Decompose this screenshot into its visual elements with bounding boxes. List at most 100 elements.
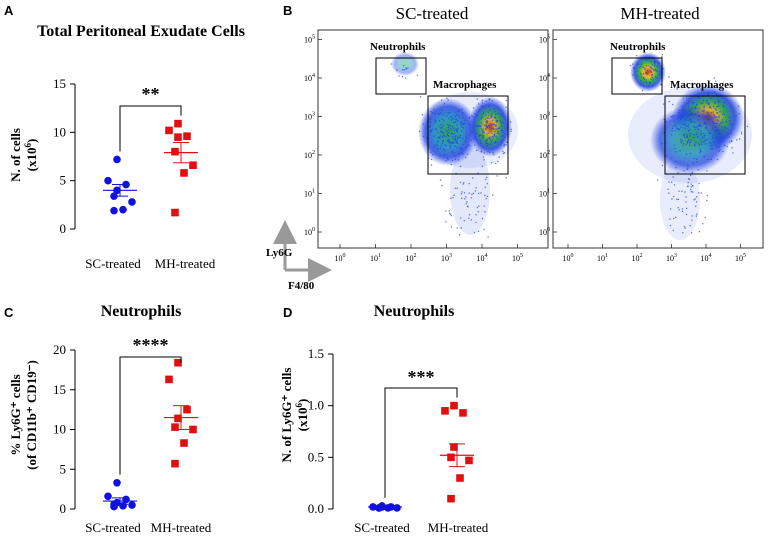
chart-d-point-mh: [456, 474, 464, 482]
chart-a-point-sc: [128, 198, 136, 206]
chart-a-ylabel: N. of cells (x106): [8, 128, 39, 182]
chart-c-xtick-label-mh: MH-treated: [151, 520, 212, 535]
chart-a-point-mh: [183, 132, 191, 140]
flow-plot-sc-title: SC-treated: [396, 4, 469, 23]
flow-sc-ytick-label: 105: [304, 35, 315, 45]
chart-a-title: Total Peritoneal Exudate Cells: [37, 23, 245, 40]
chart-d-xtick-label-sc: SC-treated: [354, 520, 410, 535]
chart-c-point-mh: [171, 459, 179, 468]
chart-d-point-mh: [447, 453, 455, 462]
chart-c-ytick-label: 5: [60, 461, 67, 476]
chart-d-point-mh: [450, 443, 458, 451]
flow-gate-sc-neutrophils-label: Neutrophils: [370, 41, 426, 53]
chart-c-point-mh: [165, 375, 173, 384]
flow-cytometry: SC-treated MH-treated Neutrophils Macrop…: [266, 4, 764, 292]
chart-a-point-sc: [113, 155, 121, 164]
flow-gate-mh-neutrophils: [611, 57, 663, 95]
chart-c-xtick-label-sc: SC-treated: [85, 520, 141, 535]
chart-a-point-mh: [171, 147, 179, 156]
panel-letter-a: A: [4, 3, 14, 18]
chart-a-xtick-label-mh: MH-treated: [155, 256, 216, 271]
chart-d-title: Neutrophils: [374, 303, 455, 320]
chart-d-significance-bracket: [384, 387, 458, 498]
chart-c-point-mh: [171, 423, 179, 431]
flow-sc-ytick-label: 101: [304, 189, 315, 199]
chart-d-point-mh: [447, 494, 455, 503]
flow-gate-sc-neutrophils: [375, 57, 427, 95]
flow-density-mh: [628, 52, 752, 240]
chart-a-ylabel-line2: (x106): [23, 139, 39, 172]
chart-a: Total Peritoneal Exudate Cells N. of cel…: [8, 23, 245, 271]
flow-mh-ytick-label: 101: [539, 189, 550, 199]
flow-x-title: F4/80: [288, 280, 315, 292]
flow-y-title: Ly6G: [266, 247, 293, 259]
chart-c-ytick-label: 0: [60, 501, 67, 516]
chart-d-ylabel: N. of Ly6G⁺ cells (x106): [279, 368, 310, 463]
chart-c-point-mh: [174, 414, 182, 423]
flow-mh-ytick-label: 102: [539, 150, 550, 160]
flow-ticks: 100 100 101 101 102 102 103 103 104 104 105 105 100 1…: [304, 35, 746, 264]
chart-d-point-mh: [441, 407, 449, 415]
chart-a-point-sc: [104, 176, 112, 185]
chart-d-point-mh: [459, 409, 467, 417]
chart-a-xtick-label-sc: SC-treated: [85, 256, 141, 271]
flow-dots: [391, 54, 749, 238]
flow-mh-ytick-label: 105: [539, 35, 550, 45]
chart-a-ytick-label: 5: [60, 173, 67, 188]
flow-density-sc: [391, 52, 518, 235]
chart-c-ylabel: % Ly6G⁺ cells (of CD11b⁺ CD19⁻): [8, 360, 39, 470]
flow-mh-ytick-label: 100: [539, 227, 550, 237]
panel-letter-c: C: [4, 305, 14, 320]
flow-sc-ytick-label: 103: [304, 112, 315, 122]
chart-c-point-mh: [183, 405, 191, 414]
chart-d-ytick-label: 0.5: [308, 449, 324, 464]
chart-a-significance-label: **: [142, 84, 160, 104]
chart-d-point-sc: [384, 504, 392, 512]
chart-a-ytick-label: 15: [53, 76, 66, 91]
chart-d-significance-label: ***: [408, 367, 435, 387]
flow-sc-xtick-label: 104: [477, 253, 488, 263]
chart-d-ylabel-line2: (x106): [294, 399, 310, 432]
chart-c-point-mh: [180, 439, 188, 447]
chart-a-ytick-label: 0: [60, 221, 67, 236]
flow-sc-xtick-label: 102: [406, 253, 417, 263]
chart-a-point-mh: [171, 208, 179, 217]
chart-a-ytick-label: 10: [53, 124, 66, 139]
flow-mh-xtick-label: 104: [701, 253, 712, 263]
chart-c: Neutrophils % Ly6G⁺ cells (of CD11b⁺ CD1…: [8, 303, 212, 535]
flow-gate-mh-macrophages-label: Macrophages: [670, 79, 734, 91]
chart-d-ytick-label: 1.0: [308, 398, 324, 413]
chart-c-point-mh: [189, 425, 197, 434]
flow-mh-xtick-label: 103: [666, 253, 677, 263]
chart-c-title: Neutrophils: [101, 303, 182, 320]
flow-mh-xtick-label: 101: [597, 253, 608, 263]
chart-a-ylabel-line1: N. of cells: [8, 128, 23, 182]
chart-c-point-sc: [128, 501, 136, 509]
chart-c-significance-bracket: [119, 356, 182, 475]
flow-mh-ytick-label: 104: [539, 73, 550, 83]
flow-mh-xtick-label: 102: [632, 253, 643, 263]
chart-d-point-mh: [465, 456, 473, 465]
flow-sc-xtick-label: 101: [370, 253, 381, 263]
chart-a-point-mh: [174, 119, 182, 128]
flow-gate-mh-macrophages: [664, 95, 746, 175]
flow-sc-ytick-label: 102: [304, 150, 315, 160]
chart-d-ylabel-line1: N. of Ly6G⁺ cells: [279, 368, 294, 463]
chart-d-point-mh: [450, 401, 458, 410]
chart-c-ylabel-line1: % Ly6G⁺ cells: [8, 374, 23, 455]
panel-letter-d: D: [283, 305, 292, 320]
chart-c-ytick-label: 15: [53, 382, 66, 397]
chart-d-xtick-label-mh: MH-treated: [428, 520, 489, 535]
chart-a-point-mh: [180, 169, 188, 177]
chart-a-point-sc: [110, 206, 118, 215]
chart-c-ylabel-line2: (of CD11b⁺ CD19⁻): [24, 360, 39, 470]
flow-mh-xtick-label: 100: [563, 253, 574, 263]
chart-d-ytick-label: 1.5: [308, 346, 324, 361]
chart-c-significance-label: ****: [133, 335, 169, 355]
flow-sc-ytick-label: 104: [304, 73, 315, 83]
flow-gate-sc-macrophages-label: Macrophages: [433, 79, 497, 91]
chart-d-point-sc: [375, 504, 383, 512]
flow-sc-xtick-label: 105: [512, 253, 523, 263]
chart-c-point-sc: [104, 492, 112, 501]
